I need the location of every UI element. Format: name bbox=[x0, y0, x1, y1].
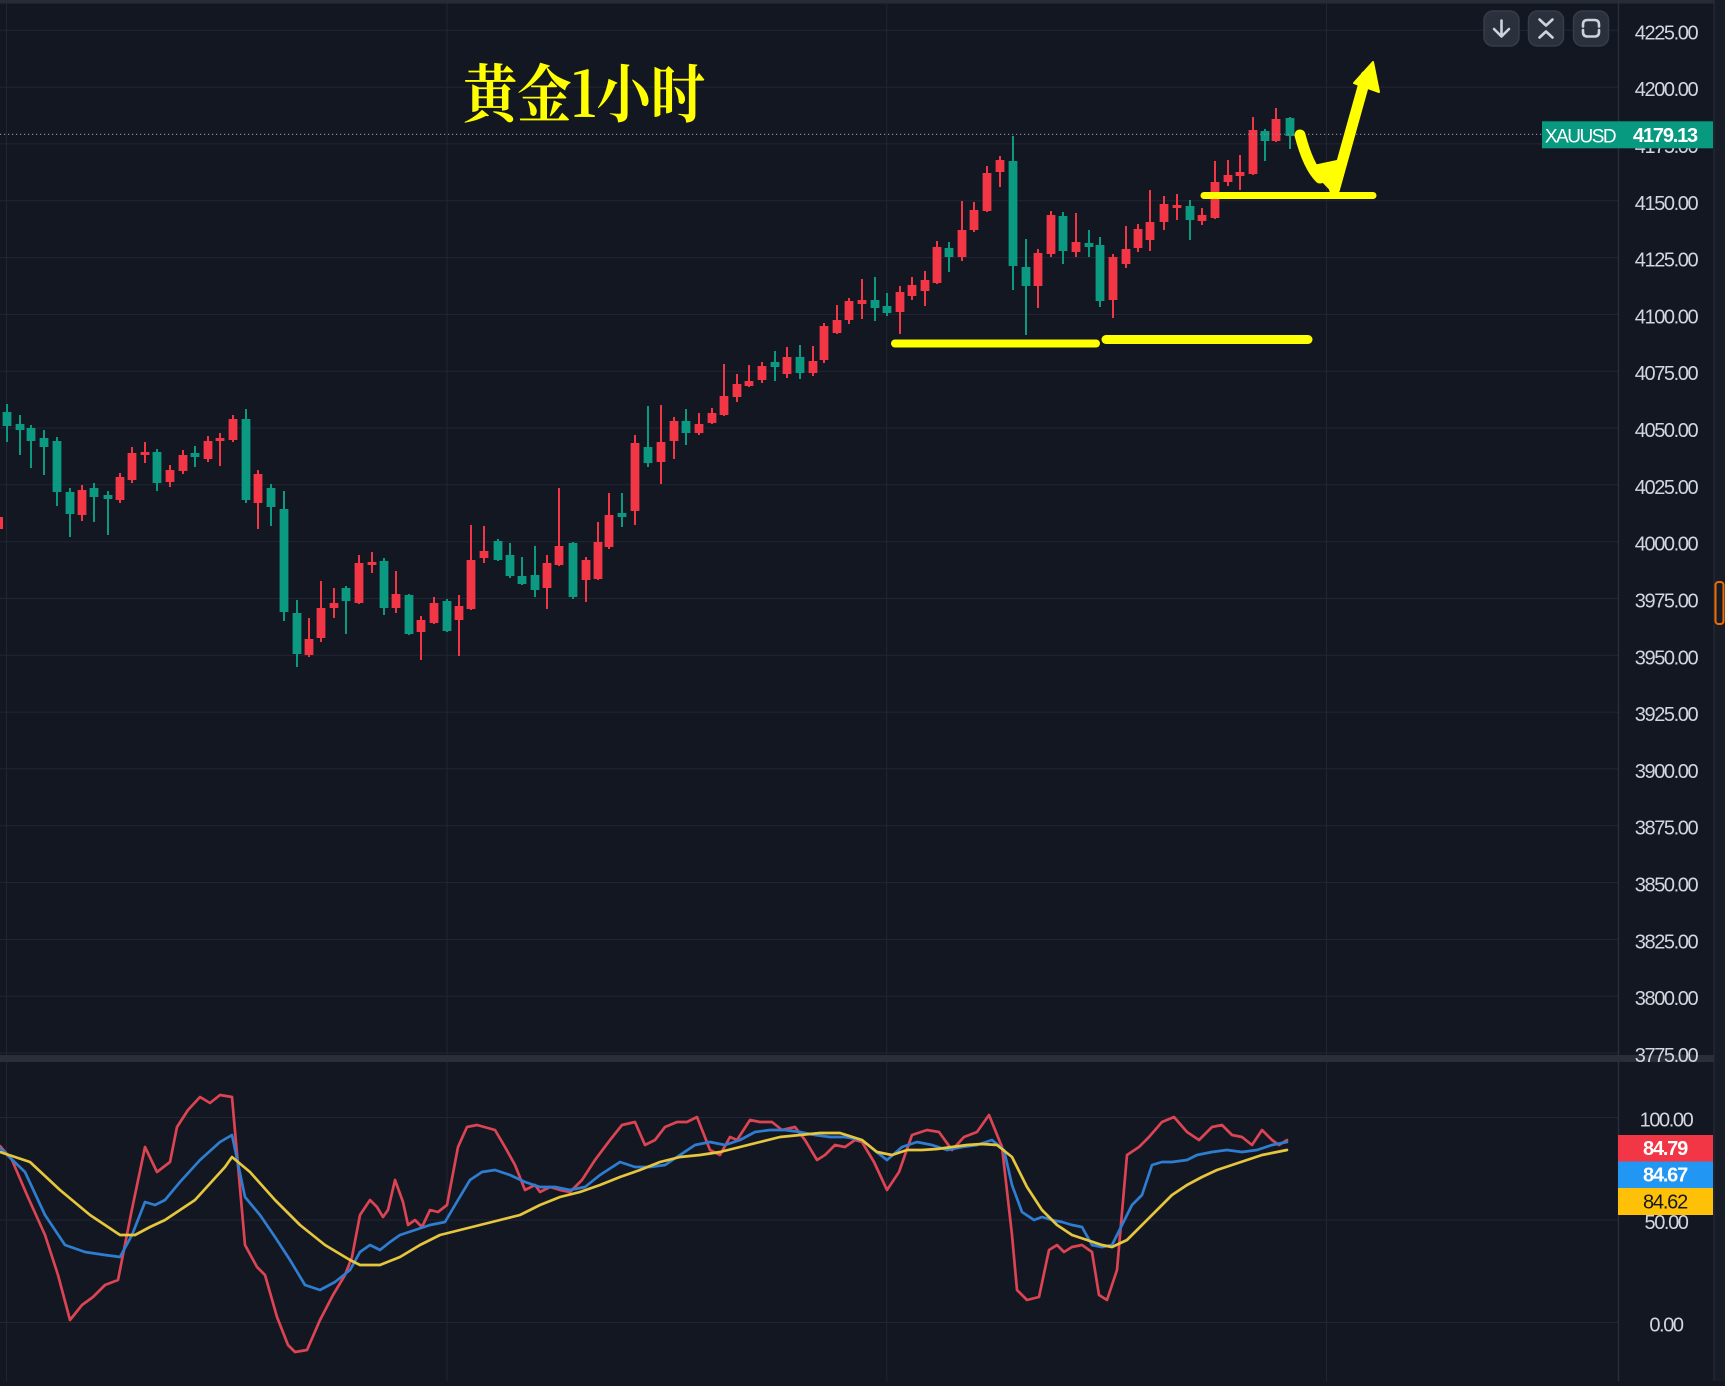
svg-text:84.79: 84.79 bbox=[1643, 1138, 1688, 1160]
svg-text:4050.00: 4050.00 bbox=[1635, 420, 1699, 442]
svg-text:4150.00: 4150.00 bbox=[1635, 193, 1699, 215]
svg-text:0.00: 0.00 bbox=[1649, 1315, 1684, 1337]
svg-text:4000.00: 4000.00 bbox=[1635, 534, 1699, 556]
svg-text:4125.00: 4125.00 bbox=[1635, 250, 1699, 272]
svg-text:50.00: 50.00 bbox=[1644, 1212, 1688, 1234]
svg-text:100.00: 100.00 bbox=[1640, 1110, 1694, 1132]
svg-text:3900.00: 3900.00 bbox=[1635, 761, 1699, 783]
svg-text:XAUUSD: XAUUSD bbox=[1545, 127, 1616, 148]
svg-text:4025.00: 4025.00 bbox=[1635, 477, 1699, 499]
svg-text:3800.00: 3800.00 bbox=[1635, 988, 1699, 1010]
svg-text:4179.13: 4179.13 bbox=[1633, 125, 1698, 147]
svg-text:3875.00: 3875.00 bbox=[1635, 818, 1699, 840]
svg-text:4225.00: 4225.00 bbox=[1635, 22, 1699, 44]
svg-text:84.62: 84.62 bbox=[1643, 1192, 1688, 1214]
svg-text:3950.00: 3950.00 bbox=[1635, 647, 1699, 669]
svg-text:3975.00: 3975.00 bbox=[1635, 591, 1699, 613]
svg-text:3925.00: 3925.00 bbox=[1635, 704, 1699, 726]
svg-text:3825.00: 3825.00 bbox=[1635, 931, 1699, 953]
svg-text:3775.00: 3775.00 bbox=[1635, 1045, 1699, 1067]
svg-text:84.67: 84.67 bbox=[1643, 1165, 1688, 1187]
svg-text:3850.00: 3850.00 bbox=[1635, 875, 1699, 897]
svg-text:4100.00: 4100.00 bbox=[1635, 306, 1699, 328]
svg-text:4200.00: 4200.00 bbox=[1635, 79, 1699, 101]
svg-text:4075.00: 4075.00 bbox=[1635, 363, 1699, 385]
